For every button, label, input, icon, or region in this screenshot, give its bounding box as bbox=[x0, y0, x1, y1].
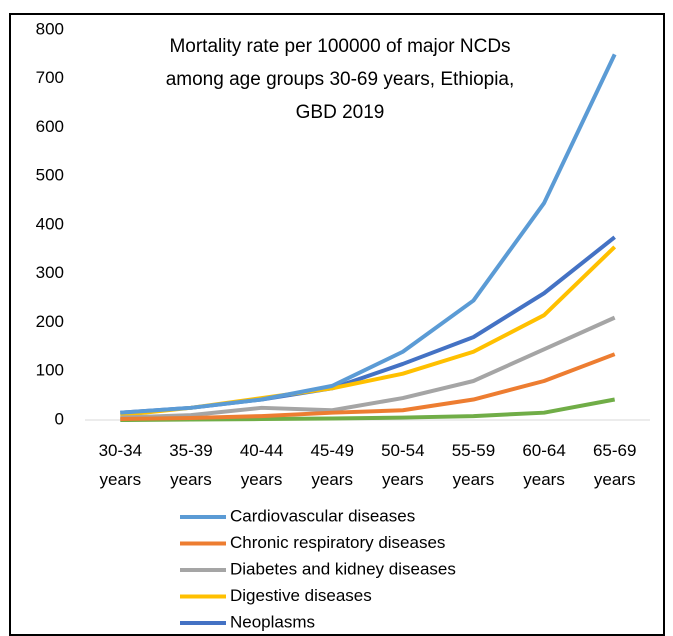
y-tick-label: 400 bbox=[36, 214, 64, 233]
chart-title: among age groups 30-69 years, Ethiopia, bbox=[166, 69, 515, 90]
y-tick-label: 200 bbox=[36, 312, 64, 331]
x-tick-label: 35-39 years bbox=[169, 441, 212, 489]
y-tick-label: 300 bbox=[36, 263, 64, 282]
legend-label: Diabetes and kidney diseases bbox=[230, 559, 456, 578]
x-tick-label: 50-54 years bbox=[381, 441, 424, 489]
chart-frame bbox=[9, 13, 665, 636]
y-tick-label: 100 bbox=[36, 361, 64, 380]
x-tick-label: 30-34 years bbox=[99, 441, 142, 489]
x-tick-label: 55-59 years bbox=[452, 441, 495, 489]
legend-label: Cardiovascular diseases bbox=[230, 506, 415, 525]
series-line bbox=[120, 235, 616, 415]
y-tick-label: 0 bbox=[55, 409, 64, 428]
y-tick-label: 800 bbox=[36, 19, 64, 38]
series-line bbox=[120, 315, 616, 420]
x-tick-label: 40-44 years bbox=[240, 441, 283, 489]
series-line bbox=[120, 53, 617, 415]
legend-label: Neoplasms bbox=[230, 612, 315, 631]
x-tick-label: 65-69 years bbox=[593, 441, 636, 489]
legend-label: Chronic respiratory diseases bbox=[230, 533, 445, 552]
y-tick-label: 700 bbox=[36, 68, 64, 87]
x-tick-label: 60-64 years bbox=[522, 441, 565, 489]
chart-title: GBD 2019 bbox=[296, 102, 385, 123]
chart-title: Mortality rate per 100000 of major NCDs bbox=[169, 36, 510, 57]
x-tick-label: 45-49 years bbox=[310, 441, 353, 489]
series-line bbox=[120, 352, 616, 422]
y-tick-label: 600 bbox=[36, 117, 64, 136]
y-tick-label: 500 bbox=[36, 166, 64, 185]
legend-label: Digestive diseases bbox=[230, 586, 372, 605]
series-line bbox=[120, 245, 617, 418]
